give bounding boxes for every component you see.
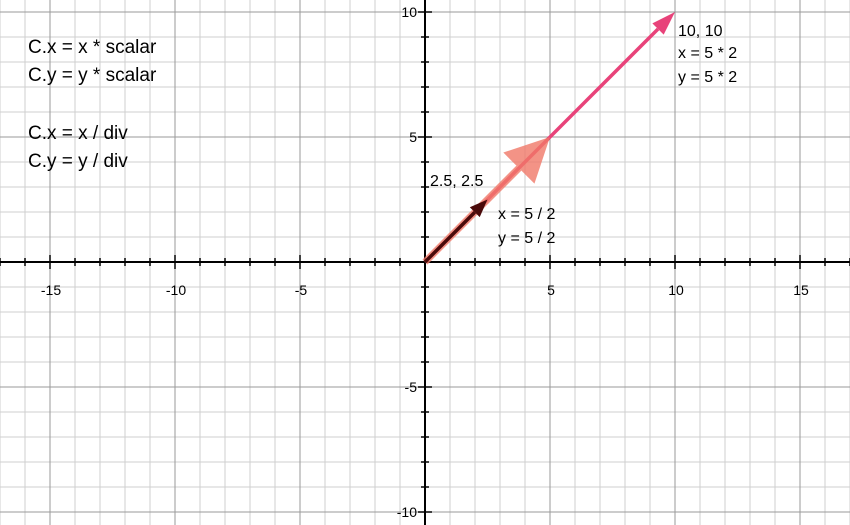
vectors [422, 12, 675, 265]
original-vector-head [503, 137, 550, 184]
divided-vector-head [469, 199, 488, 218]
formula-scale-y: C.y = y * scalar [28, 65, 157, 86]
tick-labels: -15 -10 -5 5 10 15 10 5 -5 -10 [41, 4, 809, 520]
x-tick-label: 10 [668, 282, 684, 298]
formula-div-x: C.x = x / div [28, 123, 128, 144]
y-tick-label: -10 [397, 504, 417, 520]
scaled-vector-head [652, 12, 675, 35]
scaled-vector-y-formula: y = 5 * 2 [678, 69, 737, 86]
y-tick-label: -5 [405, 379, 418, 395]
x-tick-label: 5 [547, 282, 555, 298]
formula-scale-x: C.x = x * scalar [28, 37, 157, 58]
divided-vector-y-formula: y = 5 / 2 [498, 230, 555, 247]
divided-vector-shaft [423, 210, 477, 264]
scaled-vector-annotation: 10, 10 x = 5 * 2 y = 5 * 2 [678, 23, 737, 86]
scaled-vector-coords-label: 10, 10 [678, 23, 723, 40]
x-tick-label: 15 [793, 282, 809, 298]
scaled-vector-x-formula: x = 5 * 2 [678, 45, 737, 62]
x-tick-label: -10 [166, 282, 186, 298]
divided-vector-annotation: 2.5, 2.5 x = 5 / 2 y = 5 / 2 [430, 173, 555, 247]
x-tick-label: -15 [41, 282, 61, 298]
formula-div-y: C.y = y / div [28, 151, 128, 172]
y-tick-label: 5 [409, 129, 417, 145]
x-tick-label: -5 [295, 282, 308, 298]
divided-vector-coords-label: 2.5, 2.5 [430, 173, 483, 190]
divided-vector-x-formula: x = 5 / 2 [498, 206, 555, 223]
y-tick-label: 10 [401, 4, 417, 20]
formula-block: C.x = x * scalar C.y = y * scalar C.x = … [28, 37, 157, 172]
